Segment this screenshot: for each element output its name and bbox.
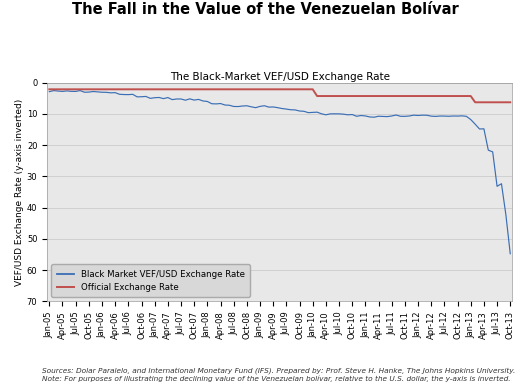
- Y-axis label: VEF/USD Exchange Rate (y-axis inverted): VEF/USD Exchange Rate (y-axis inverted): [15, 98, 24, 286]
- Text: The Fall in the Value of the Venezuelan Bolívar: The Fall in the Value of the Venezuelan …: [72, 2, 458, 17]
- Legend: Black Market VEF/USD Exchange Rate, Official Exchange Rate: Black Market VEF/USD Exchange Rate, Offi…: [51, 265, 250, 297]
- Text: Sources: Dolar Paralelo, and International Monetary Fund (IFS). Prepared by: Pro: Sources: Dolar Paralelo, and Internation…: [42, 368, 516, 382]
- Title: The Black-Market VEF/USD Exchange Rate: The Black-Market VEF/USD Exchange Rate: [170, 72, 390, 82]
